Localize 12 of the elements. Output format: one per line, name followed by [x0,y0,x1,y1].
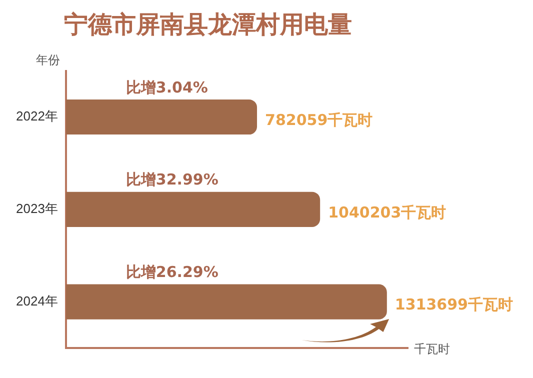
y-tick-label: 2022年 [16,108,58,124]
x-axis-title: 千瓦时 [414,342,450,356]
data-label: 1040203千瓦时 [328,203,446,222]
annotation: 比增26.29% [126,263,218,282]
chart-title: 宁德市屏南县龙潭村用电量 [64,10,352,39]
annotation: 比增32.99% [126,170,218,189]
data-label: 1313699千瓦时 [394,296,513,314]
y-axis-title: 年份 [36,52,60,67]
annotation: 比增3.04% [126,78,208,96]
y-tick-label: 2023年 [16,200,58,216]
data-label: 782059千瓦时 [265,110,373,129]
y-tick-label: 2024年 [16,293,58,308]
